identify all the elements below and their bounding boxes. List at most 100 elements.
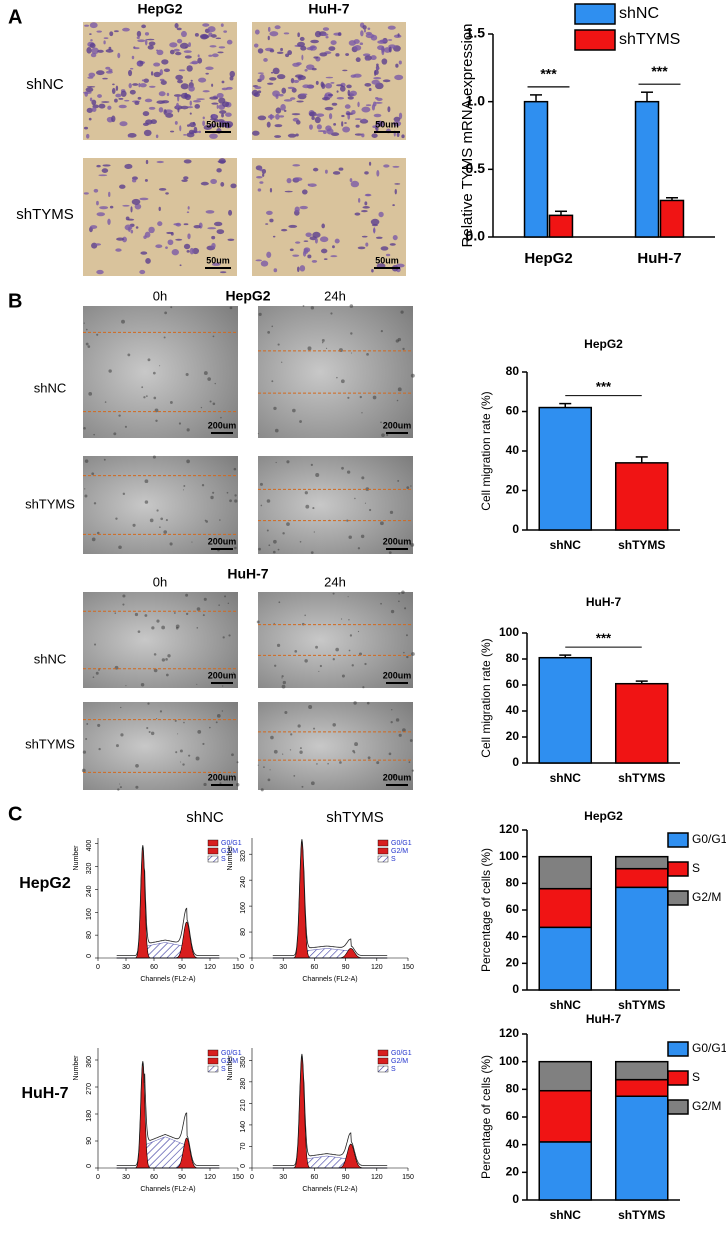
cell — [176, 27, 182, 31]
cell — [269, 49, 275, 53]
cell — [183, 176, 189, 180]
debris — [115, 744, 119, 748]
cell — [179, 264, 182, 267]
debris — [395, 718, 400, 722]
cell — [131, 178, 137, 183]
cell — [275, 93, 279, 99]
y-tick-label: 100 — [499, 849, 519, 863]
debris — [88, 391, 93, 396]
significance-label: *** — [596, 379, 612, 394]
cell — [339, 85, 346, 92]
scale-bar-label: 50um — [375, 119, 399, 129]
cell — [148, 226, 155, 234]
micrograph: 200um — [83, 306, 238, 438]
cell — [260, 260, 269, 267]
debris — [161, 625, 166, 630]
debris — [257, 433, 259, 435]
chart-title: HepG2 — [584, 809, 623, 823]
cell — [183, 50, 192, 54]
x-tick-label: 120 — [204, 1174, 216, 1181]
y-tick-label: 240 — [86, 885, 93, 897]
debris — [92, 676, 95, 678]
cell — [266, 121, 271, 128]
debris — [220, 416, 222, 419]
cell — [299, 265, 306, 272]
debris — [402, 728, 406, 732]
debris — [85, 342, 89, 346]
cell — [371, 224, 379, 227]
cell — [296, 100, 304, 103]
cell — [289, 248, 294, 252]
y-tick-label: 20 — [506, 1165, 520, 1179]
legend-swatch — [207, 1049, 219, 1057]
cell — [202, 90, 210, 93]
debris — [361, 476, 365, 480]
debris — [332, 592, 335, 595]
debris — [358, 652, 362, 656]
cell — [103, 37, 109, 40]
debris — [380, 421, 382, 424]
x-axis-label: Channels (FL2-A) — [302, 1186, 357, 1193]
x-tick-label: 60 — [311, 964, 319, 971]
legend-swatch — [377, 847, 389, 855]
debris — [91, 472, 95, 476]
cell — [333, 122, 337, 126]
cell — [373, 228, 376, 233]
legend-swatch — [574, 29, 616, 51]
debris — [352, 749, 355, 753]
cell — [255, 259, 262, 262]
debris — [234, 546, 237, 550]
cell — [198, 130, 201, 134]
debris — [299, 420, 302, 423]
column-label: HuH-7 — [308, 1, 349, 17]
debris — [335, 647, 339, 652]
legend-swatch — [377, 839, 389, 847]
cell — [374, 101, 383, 104]
debris — [153, 653, 157, 656]
x-tick-label: 0 — [250, 1174, 254, 1181]
debris — [341, 674, 345, 678]
debris — [236, 783, 240, 787]
debris — [351, 352, 353, 354]
cell — [155, 134, 159, 139]
bar — [538, 406, 593, 531]
cell — [175, 222, 182, 227]
cell — [368, 161, 372, 166]
debris — [153, 668, 158, 673]
debris — [364, 662, 367, 666]
cell — [360, 30, 364, 37]
debris — [182, 763, 185, 766]
debris — [286, 460, 290, 464]
legend-swatch — [667, 861, 689, 877]
cell — [311, 67, 317, 71]
debris — [310, 551, 314, 554]
debris — [117, 788, 120, 791]
cell — [143, 129, 152, 137]
debris — [316, 763, 318, 765]
cell — [174, 120, 178, 125]
debris — [147, 358, 151, 362]
debris — [380, 602, 382, 605]
debris — [267, 330, 271, 334]
cell — [97, 49, 104, 53]
debris — [122, 594, 126, 598]
cell — [211, 102, 219, 105]
debris — [83, 426, 86, 430]
debris — [357, 630, 360, 633]
row-label: shNC — [34, 380, 67, 395]
cell — [189, 112, 192, 115]
cell — [355, 57, 361, 63]
debris — [273, 539, 277, 544]
debris — [186, 459, 190, 464]
cell — [283, 32, 290, 35]
cell — [383, 164, 390, 168]
cell — [379, 39, 387, 43]
debris — [401, 590, 405, 595]
cell — [89, 97, 93, 102]
cell — [364, 171, 369, 175]
debris — [379, 521, 384, 526]
cell — [398, 60, 402, 65]
row-label: shTYMS — [25, 736, 75, 751]
cell — [83, 126, 89, 130]
cell — [385, 253, 391, 257]
